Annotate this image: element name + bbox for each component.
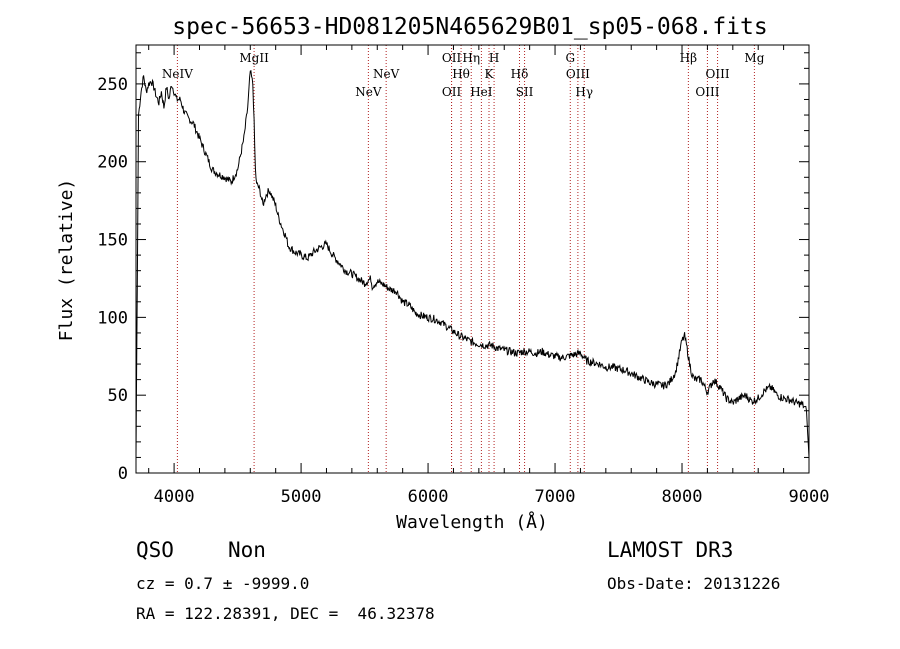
spectrum-line (135, 70, 810, 458)
line-label-15: Hγ (575, 85, 593, 99)
line-label-17: OIII (695, 85, 719, 99)
line-label-8: HeI (470, 85, 493, 99)
spectrum-chart: spec-56653-HD081205N465629B01_sp05-068.f… (56, 14, 830, 533)
line-label-11: Hδ (511, 67, 529, 81)
line-label-5: OII (442, 85, 462, 99)
x-tick-label: 8000 (662, 487, 703, 507)
object-subclass: Non (228, 538, 266, 562)
line-label-2: NeV (355, 85, 382, 99)
y-tick-label: 100 (97, 308, 128, 328)
y-axis-label: Flux (relative) (56, 179, 77, 342)
observation-date: Obs-Date: 20131226 (607, 574, 781, 593)
line-label-7: Hη (462, 51, 480, 65)
emission-line-markers (176, 45, 755, 473)
y-tick-label: 150 (97, 231, 128, 251)
line-label-16: Hβ (680, 51, 697, 65)
x-tick-label: 5000 (281, 487, 322, 507)
line-label-4: OII (442, 51, 462, 65)
line-label-13: G (565, 51, 575, 65)
x-tick-label: 6000 (408, 487, 449, 507)
plot-frame (135, 44, 810, 474)
survey-name: LAMOST DR3 (607, 538, 734, 562)
x-tick-label: 7000 (535, 487, 576, 507)
line-label-3: NeV (373, 67, 400, 81)
line-label-6: Hθ (452, 67, 470, 81)
y-tick-label: 50 (108, 386, 128, 406)
line-label-10: H (489, 51, 499, 65)
x-axis-label: Wavelength (Å) (396, 511, 548, 533)
line-label-9: K (485, 67, 495, 81)
ra-dec: RA = 122.28391, DEC = 46.32378 (136, 604, 435, 623)
line-label-14: OIII (566, 67, 590, 81)
line-label-12: SII (516, 85, 534, 99)
y-tick-label: 200 (97, 153, 128, 173)
line-label-0: NeIV (162, 67, 193, 81)
object-class: QSO (136, 538, 174, 562)
line-label-19: Mg (744, 51, 764, 65)
x-axis-ticks: 4000 5000 6000 7000 8000 9000 (148, 45, 830, 507)
redshift-cz: cz = 0.7 ± -9999.0 (136, 574, 310, 593)
y-tick-label: 0 (118, 464, 128, 484)
y-axis-ticks: 0 50 100 150 200 250 (97, 52, 809, 484)
y-tick-label: 250 (97, 75, 128, 95)
line-label-1: MgII (239, 51, 269, 65)
chart-title: spec-56653-HD081205N465629B01_sp05-068.f… (172, 14, 767, 40)
x-tick-label: 9000 (789, 487, 830, 507)
x-tick-label: 4000 (154, 487, 195, 507)
emission-line-labels: NeIV MgII NeV NeV OII OII Hθ Hη HeI KH Hδ SII G OIII H… (162, 51, 765, 99)
line-label-18: OIII (706, 67, 730, 81)
